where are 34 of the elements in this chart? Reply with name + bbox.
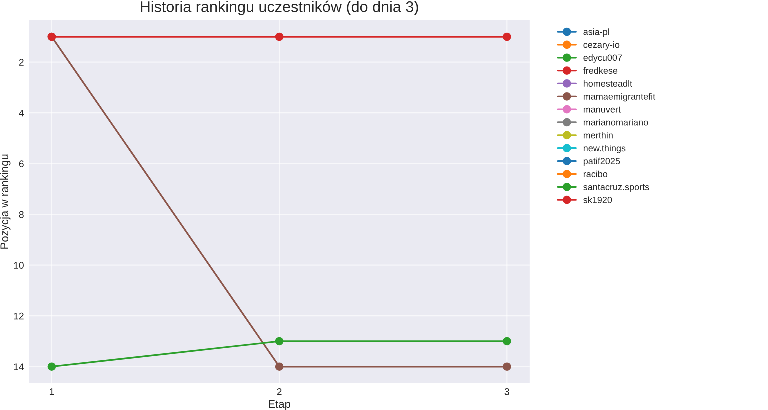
- legend-label: racibo: [584, 170, 608, 178]
- legend-label: new.things: [584, 144, 626, 154]
- legend-label: marianomariano: [584, 119, 648, 126]
- legend-label: patif2025: [584, 158, 620, 166]
- y-axis-title: Pozycja w rankingu: [0, 154, 11, 249]
- legend-label: merthin: [584, 132, 613, 139]
- x-tick-label: 1: [50, 388, 54, 396]
- point: [275, 337, 284, 346]
- y-tick-label: 12: [14, 312, 24, 320]
- y-tick-label: 4: [19, 110, 24, 117]
- y-tick-label: 8: [19, 211, 24, 218]
- point: [275, 32, 284, 42]
- x-tick-label: 3: [504, 388, 510, 396]
- y-tick-label: 14: [14, 364, 24, 370]
- legend-label: cezary-io: [584, 42, 620, 50]
- legend-label: manuvert: [584, 106, 621, 113]
- legend-label: edycu007: [584, 54, 622, 63]
- chart-title: Historia rankingu uczestników (do dnia 3): [141, 0, 418, 16]
- point: [502, 337, 512, 346]
- legend-label: mamaemigrantefit: [584, 93, 656, 102]
- point: [275, 362, 284, 372]
- legend-label: homesteadlt: [584, 80, 632, 87]
- legend-label: asia-pl: [584, 28, 610, 38]
- point: [502, 32, 512, 42]
- x-tick-label: 2: [277, 388, 282, 396]
- x-axis-title: Etap: [269, 400, 291, 410]
- point: [48, 362, 56, 372]
- legend-label: fredkese: [583, 67, 618, 74]
- y-tick-label: 2: [19, 59, 24, 66]
- legend-label: sk1920: [584, 196, 612, 204]
- y-tick-label: 10: [14, 262, 24, 269]
- legend-label: santacruz.sports: [584, 184, 650, 192]
- y-tick-label: 6: [19, 160, 24, 168]
- point: [502, 362, 512, 372]
